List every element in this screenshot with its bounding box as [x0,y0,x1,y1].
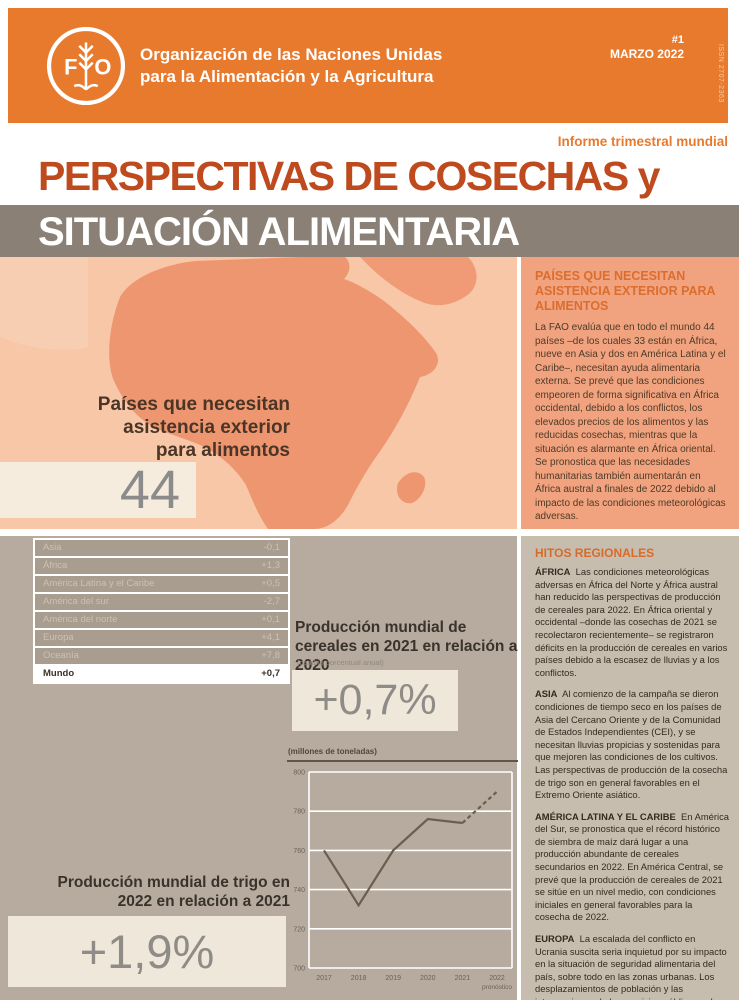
region-section-text: Al comienzo de la campaña se dieron cond… [535,688,728,801]
svg-text:780: 780 [293,809,305,816]
header-banner: F O Organización de las Naciones Unidas … [8,8,728,123]
region-label: Oceanía [43,650,79,661]
title-band: SITUACIÓN ALIMENTARIA [0,205,739,257]
region-section: ÁFRICA Las condiciones meteorológicas ad… [535,566,729,679]
fao-wheat-emblem-icon: F O [46,26,126,106]
svg-text:2021: 2021 [455,975,471,982]
region-value: +1,3 [261,560,280,571]
svg-text:O: O [94,54,111,79]
region-section-title: EUROPA [535,933,575,945]
cereal-production-heading: Producción mundial de cereales en 2021 e… [295,619,518,674]
svg-text:2018: 2018 [351,975,367,982]
table-row: África +1,3 [35,558,288,574]
countries-count-band: 44 [0,462,196,518]
page-title-line1: PERSPECTIVAS DE COSECHAS y [38,153,660,199]
countries-count-value: 44 [119,460,180,520]
cereal-production-value-band: +0,7% [292,670,458,731]
wheat-ear-icon [73,42,99,91]
region-label: Asia [43,542,62,553]
region-section-title: AMÉRICA LATINA Y EL CARIBE [535,810,676,822]
region-label: Mundo [43,668,75,679]
region-label: América del sur [43,596,109,607]
region-value: +0,1 [261,614,280,625]
org-name: Organización de las Naciones Unidas para… [140,45,443,86]
svg-text:2017: 2017 [316,975,332,982]
region-section-text: En América del Sur, se pronostica que el… [535,810,729,923]
svg-text:2022: 2022 [489,975,505,982]
svg-text:800: 800 [293,770,305,777]
table-row-world-total: Mundo +0,7 [35,666,288,682]
wheat-production-heading: Producción mundial de trigo en 2022 en r… [57,874,290,910]
svg-text:740: 740 [293,887,305,894]
region-label: América Latina y el Caribe [43,578,155,589]
issue-number: #1 [671,34,684,46]
line-chart: 700 720 740 760 780 800 2017 2018 2019 2020 2021 20… [293,770,513,991]
region-label: Europa [43,632,74,643]
page-title-line2: SITUACIÓN ALIMENTARIA [38,210,520,254]
table-row: América del sur -2,7 [35,594,288,610]
region-section-text: La escalada del conflicto en Ucrania sus… [535,933,727,1000]
issue-date: MARZO 2022 [609,47,684,61]
svg-text:700: 700 [293,966,305,973]
report-kicker: Informe trimestral mundial [557,134,728,149]
region-label: África [43,560,68,571]
region-section: AMÉRICA LATINA Y EL CARIBE En América de… [535,811,729,924]
issn-label: ISSN 2707-2363 [717,44,724,103]
issue-info: #1 MARZO 2022 [610,34,684,62]
region-value: +7,8 [261,650,280,661]
sidebar-top-body: La FAO evalúa que en todo el mundo 44 pa… [535,322,726,522]
chart-rule [287,760,518,762]
sidebar-bottom-heading: HITOS REGIONALES [535,546,655,560]
svg-text:2020: 2020 [420,975,436,982]
region-section-text: Las condiciones meteorológicas adversas … [535,566,728,678]
cereal-production-caption: (cambio porcentual anual) [297,658,384,667]
region-section-title: ASIA [535,688,558,700]
sidebar-top-heading: PAÍSES QUE NECESITAN ASISTENCIA EXTERIOR… [535,269,716,313]
wheat-production-value: +1,9% [79,925,215,978]
svg-text:720: 720 [293,926,305,933]
svg-text:pronóstico: pronóstico [482,984,512,991]
table-row: América del norte +0,1 [35,612,288,628]
table-row: Europa +4,1 [35,630,288,646]
sidebar-regional-highlights: HITOS REGIONALES ÁFRICA Las condiciones … [521,536,739,1000]
africa-map-icon [0,257,477,529]
wheat-production-value-band: +1,9% [8,916,286,987]
svg-text:760: 760 [293,848,305,855]
wheat-production-chart: 700 720 740 760 780 800 2017 2018 2019 2020 2021 20… [287,764,518,998]
region-section: ASIA Al comienzo de la campaña se dieron… [535,688,729,801]
region-value: +0,7 [261,668,280,679]
countries-assistance-label: Países que necesitan asistencia exterior… [97,394,290,461]
table-row: Asia -0,1 [35,540,288,556]
region-section-title: ÁFRICA [535,566,571,577]
region-value: +4,1 [261,632,280,643]
region-value: -2,7 [263,596,280,607]
region-value: +0,5 [261,578,280,589]
cereal-production-region-table: Asia -0,1 África +1,3 América Latina y el … [33,538,290,684]
sidebar-countries-assistance: PAÍSES QUE NECESITAN ASISTENCIA EXTERIOR… [521,257,739,529]
svg-text:2019: 2019 [385,975,401,982]
region-label: América del norte [43,614,118,625]
chart-unit-label: (millones de toneladas) [288,747,377,756]
svg-text:F: F [64,54,77,79]
africa-map-panel [0,257,517,529]
cereal-production-value: +0,7% [313,676,437,724]
region-section: EUROPA La escalada del conflicto en Ucra… [535,933,729,1000]
table-row: Oceanía +7,8 [35,648,288,664]
region-value: -0,1 [263,542,280,553]
table-row: América Latina y el Caribe +0,5 [35,576,288,592]
